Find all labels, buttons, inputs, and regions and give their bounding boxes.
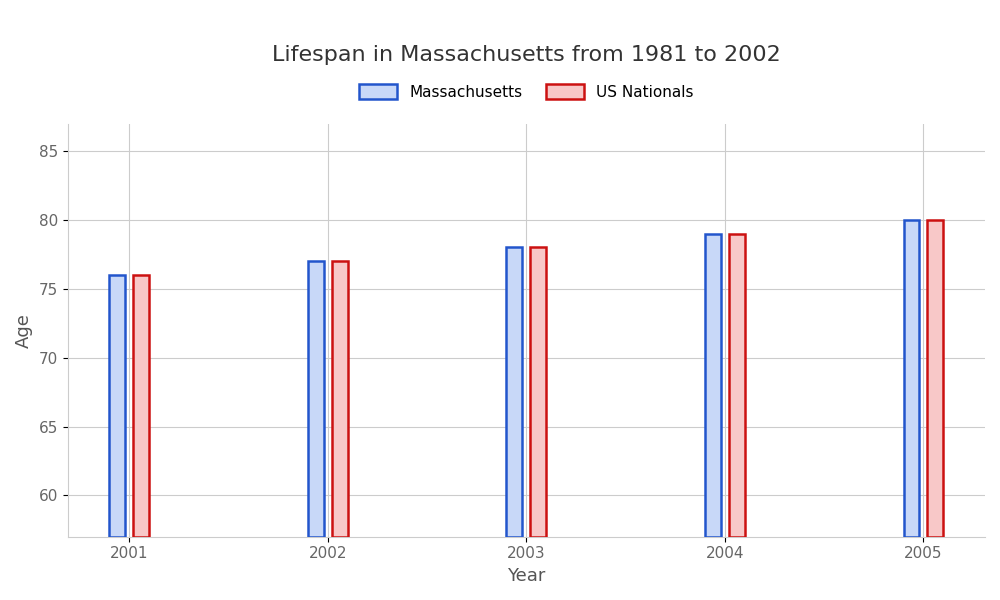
Bar <box>904 220 919 537</box>
Y-axis label: Age: Age <box>15 313 33 347</box>
Bar <box>705 233 721 537</box>
Title: Lifespan in Massachusetts from 1981 to 2002: Lifespan in Massachusetts from 1981 to 2… <box>272 45 781 65</box>
Bar <box>530 247 546 537</box>
Bar <box>133 275 149 537</box>
Legend: Massachusetts, US Nationals: Massachusetts, US Nationals <box>353 77 700 106</box>
Bar <box>927 220 943 537</box>
Bar <box>506 247 522 537</box>
X-axis label: Year: Year <box>507 567 546 585</box>
Bar <box>729 233 745 537</box>
Bar <box>332 261 348 537</box>
Bar <box>308 261 324 537</box>
Bar <box>109 275 125 537</box>
